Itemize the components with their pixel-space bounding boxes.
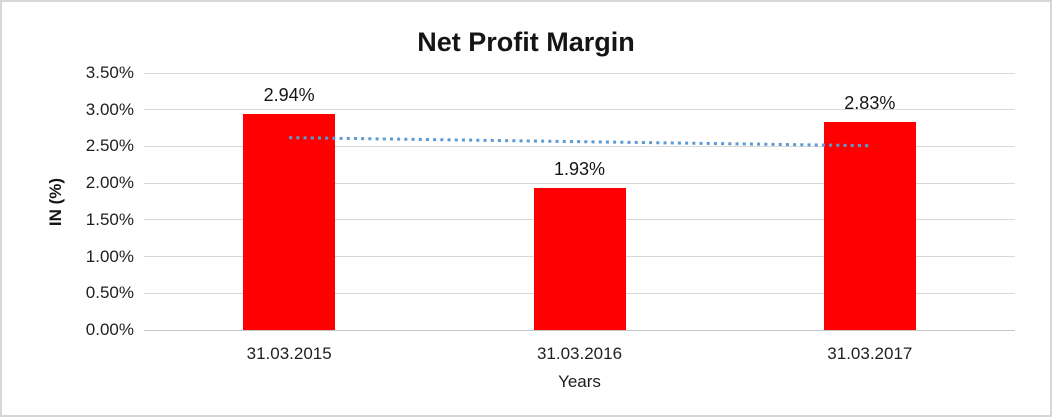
x-axis-line (144, 329, 1015, 331)
y-tick-label: 2.00% (85, 173, 134, 193)
gridline (144, 182, 1015, 184)
y-tick-label: 3.50% (85, 63, 134, 82)
y-tick-label: 0.00% (85, 320, 134, 339)
y-tick-label: 0.50% (85, 283, 134, 303)
trendline-path (289, 136, 870, 148)
bar (243, 114, 336, 330)
y-tick-label: 1.50% (85, 209, 134, 229)
x-category-label: 31.03.2015 (246, 344, 332, 363)
y-tick-label: 1.00% (85, 246, 134, 266)
gridline (144, 72, 1015, 74)
bar (533, 188, 626, 330)
bar (823, 122, 916, 330)
bar-value-label: 2.83% (844, 93, 896, 114)
x-axis-title: Years (558, 372, 601, 391)
y-tick-label: 3.00% (85, 99, 134, 119)
gridline (144, 109, 1015, 111)
bar-value-label: 1.93% (553, 159, 606, 180)
x-category-label: 31.03.2017 (827, 344, 913, 363)
x-category-label: 31.03.2016 (536, 344, 623, 363)
chart-title: Net Profit Margin (417, 27, 635, 57)
bar-value-label: 2.94% (263, 85, 315, 106)
y-tick-label: 2.50% (85, 136, 134, 156)
